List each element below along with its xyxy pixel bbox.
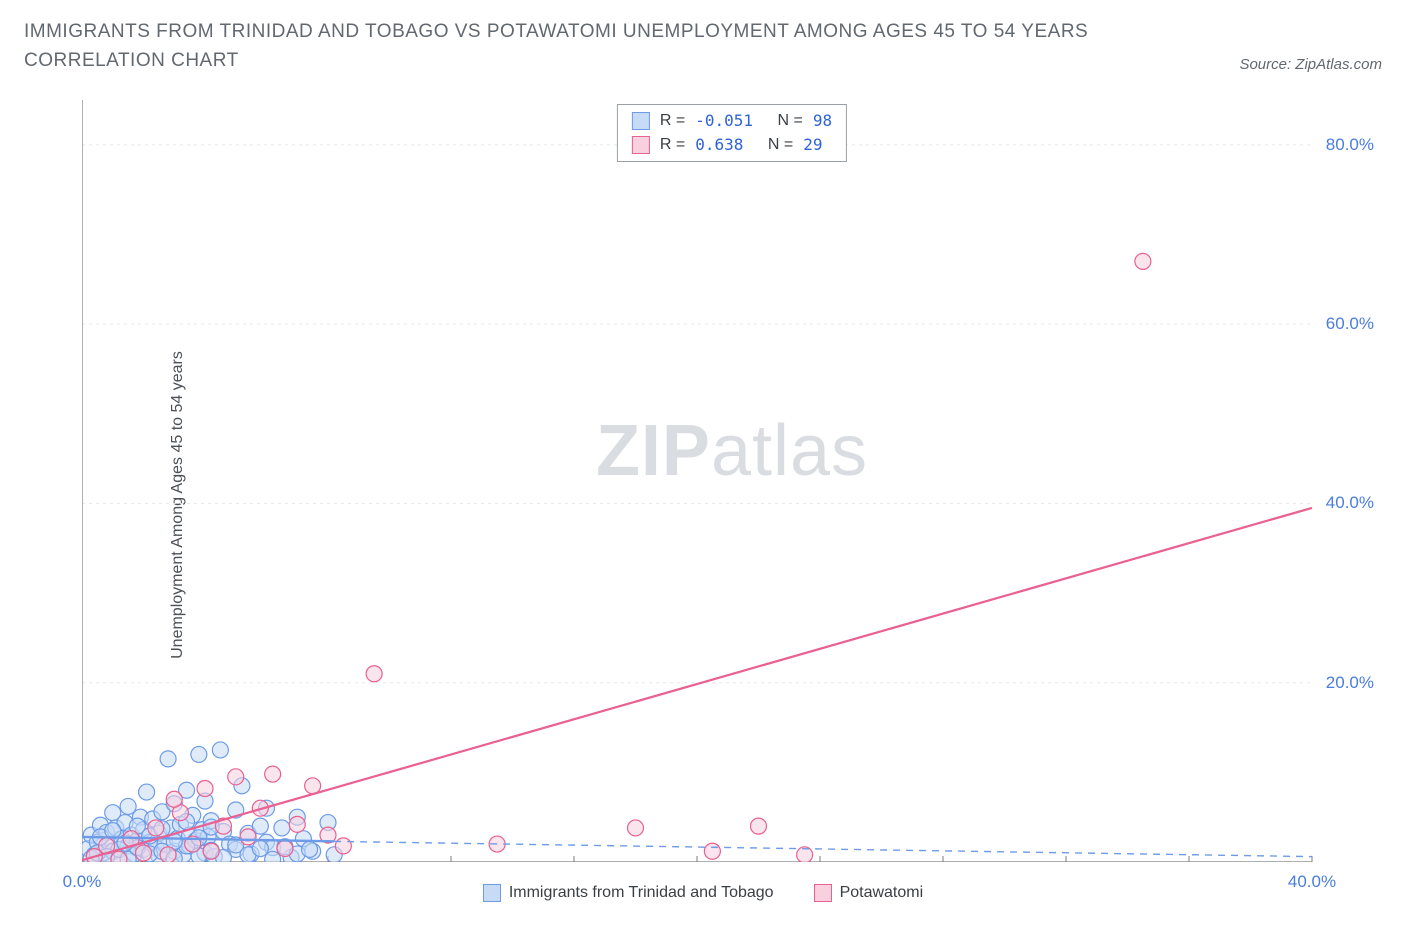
stat-r-val-1: -0.051 [695,109,753,133]
stat-n-label: N = [777,109,802,133]
chart-title: IMMIGRANTS FROM TRINIDAD AND TOBAGO VS P… [24,18,1124,75]
stats-box: R = -0.051 N = 98 R = 0.638 N = 29 [617,104,847,162]
plot-area: ZIPatlas R = -0.051 N = 98 R = 0.638 N =… [82,100,1382,862]
legend: Immigrants from Trinidad and Tobago Pota… [24,884,1382,902]
legend-swatch-1 [483,884,501,902]
y-tick-label: 20.0% [1326,673,1374,693]
legend-item-1: Immigrants from Trinidad and Tobago [483,884,774,902]
chart-container: Unemployment Among Ages 45 to 54 years Z… [24,100,1382,910]
stats-row-series1: R = -0.051 N = 98 [632,109,832,133]
stats-row-series2: R = 0.638 N = 29 [632,133,832,157]
source-label: Source: ZipAtlas.com [1239,56,1382,73]
stat-n-val-1: 98 [813,109,832,133]
legend-label-1: Immigrants from Trinidad and Tobago [509,884,774,902]
chart-svg [82,100,1382,862]
swatch-series1 [632,112,650,130]
swatch-series2 [632,136,650,154]
stat-n-val-2: 29 [803,133,822,157]
legend-swatch-2 [814,884,832,902]
stat-r-val-2: 0.638 [695,133,743,157]
y-tick-label: 60.0% [1326,314,1374,334]
legend-item-2: Potawatomi [814,884,924,902]
y-tick-label: 80.0% [1326,135,1374,155]
stat-r-label: R = [660,109,685,133]
stat-r-label-2: R = [660,133,685,157]
y-tick-label: 40.0% [1326,493,1374,513]
legend-label-2: Potawatomi [840,884,924,902]
stat-n-label-2: N = [768,133,793,157]
